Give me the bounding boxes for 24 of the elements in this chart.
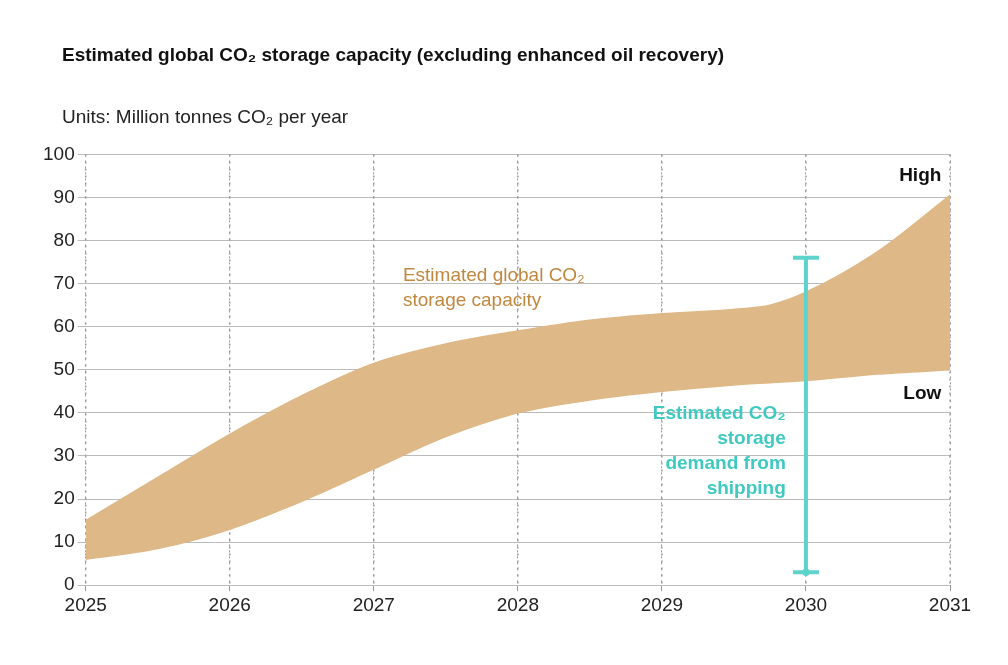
y-tick-label: 60 bbox=[53, 314, 75, 336]
annotation: Estimated global CO₂ storage capacity bbox=[402, 263, 585, 310]
annotation: Estimated CO₂ storage demand from shipping bbox=[652, 402, 786, 499]
x-tick-label: 2025 bbox=[64, 593, 107, 615]
x-tick-label: 2027 bbox=[352, 593, 395, 615]
x-tick-label: 2029 bbox=[640, 593, 684, 615]
chart-title: Estimated global CO₂ storage capacity (excluding enhanced oil recovery) bbox=[62, 44, 725, 66]
annotation: High bbox=[899, 164, 942, 186]
x-tick-label: 2030 bbox=[784, 593, 828, 615]
y-tick-label: 80 bbox=[53, 228, 75, 250]
y-tick-label: 20 bbox=[53, 487, 75, 509]
annotation: Low bbox=[903, 381, 942, 403]
y-tick-label: 90 bbox=[53, 185, 75, 207]
x-tick-label: 2026 bbox=[208, 593, 251, 615]
y-tick-label: 30 bbox=[53, 444, 75, 466]
y-tick-label: 70 bbox=[53, 271, 75, 293]
x-tick-label: 2031 bbox=[928, 593, 972, 615]
y-tick-label: 40 bbox=[53, 401, 75, 423]
y-tick-label: 50 bbox=[53, 358, 75, 380]
y-tick-label: 100 bbox=[43, 142, 75, 164]
y-tick-label: 10 bbox=[53, 530, 75, 552]
x-tick-label: 2028 bbox=[496, 593, 539, 615]
y-tick-label: 0 bbox=[64, 573, 75, 595]
chart-subtitle: Units: Million tonnes CO₂ per year bbox=[62, 106, 349, 128]
